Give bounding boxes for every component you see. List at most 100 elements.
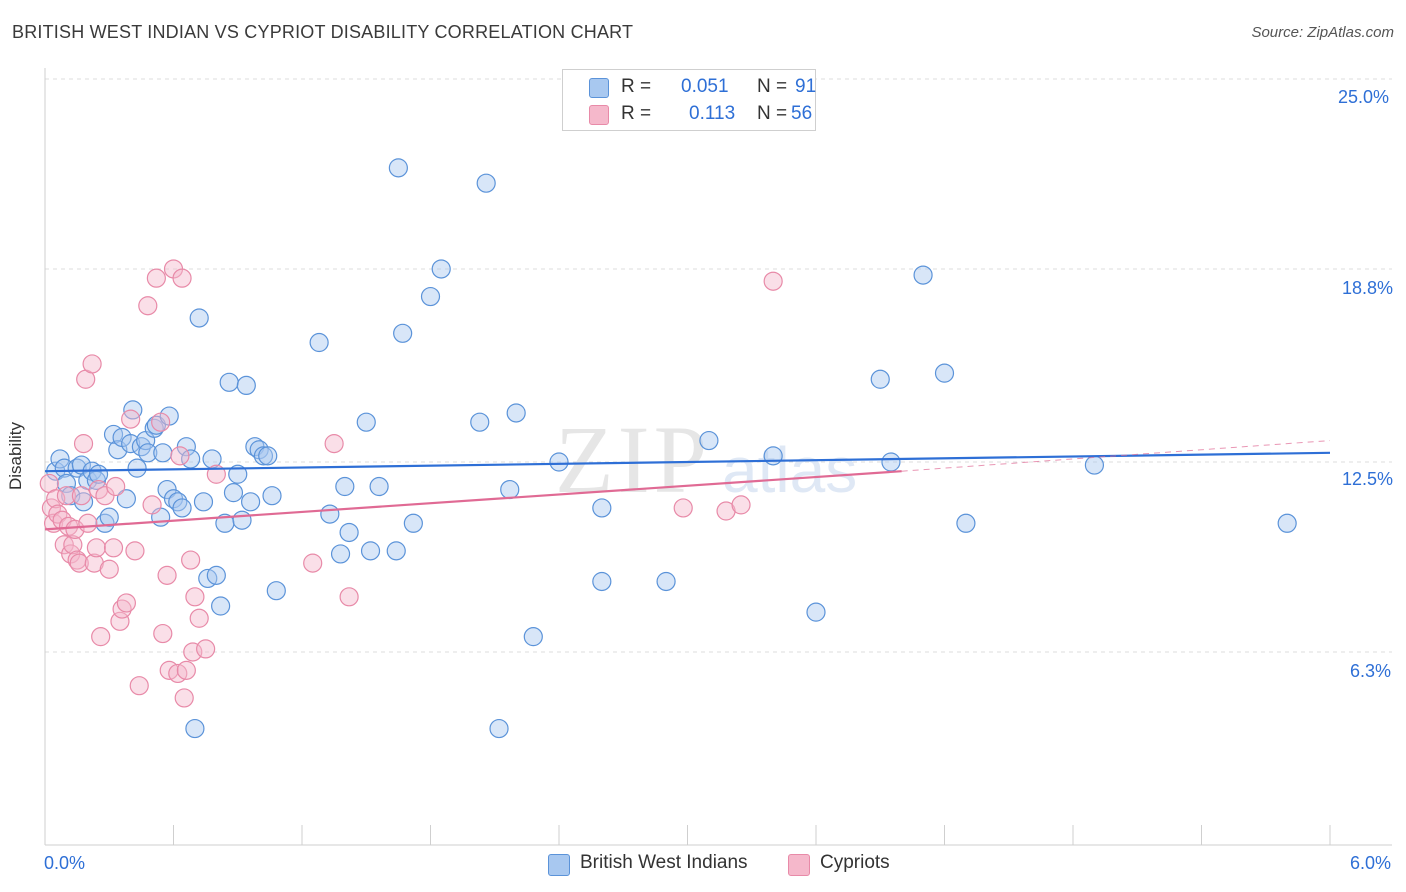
legend-n-label: N =: [757, 76, 788, 97]
point-cypriots: [731, 495, 751, 515]
point-british-west-indians: [470, 412, 490, 432]
y-axis-label: Disability: [6, 421, 25, 490]
point-cypriots: [174, 688, 194, 708]
point-cypriots: [151, 412, 171, 432]
point-cypriots: [106, 476, 126, 497]
point-british-west-indians: [699, 430, 719, 451]
point-cypriots: [138, 296, 158, 316]
x-tick-label-end: 6.0%: [1350, 853, 1392, 873]
point-cypriots: [78, 513, 98, 533]
legend-n-label: N =: [757, 103, 788, 124]
correlation-legend: R = 0.051 N = 91 R = 0.113 N = 56: [562, 69, 816, 131]
point-british-west-indians: [241, 492, 261, 512]
point-cypriots: [86, 538, 107, 558]
point-cypriots: [46, 489, 66, 509]
legend-r-label: R =: [621, 76, 652, 97]
x-tick-label-start: 0.0%: [44, 853, 86, 873]
point-british-west-indians: [330, 544, 351, 564]
point-british-west-indians: [172, 498, 192, 518]
point-cypriots: [181, 550, 201, 570]
grid-lines: [45, 78, 1392, 653]
point-british-west-indians: [506, 403, 526, 423]
legend-r-value: 0.051: [681, 76, 729, 97]
point-british-west-indians: [99, 507, 119, 527]
point-british-west-indians: [223, 483, 244, 503]
point-british-west-indians: [236, 375, 256, 395]
point-cypriots: [56, 486, 77, 506]
point-british-west-indians: [50, 449, 70, 469]
point-british-west-indians: [420, 286, 441, 307]
point-british-west-indians: [116, 489, 136, 509]
point-cypriots: [116, 593, 136, 613]
point-british-west-indians: [881, 452, 901, 472]
point-british-west-indians: [309, 332, 329, 353]
y-tick-label-18-8: 18.8%: [1342, 278, 1394, 298]
chart-source: Source: ZipAtlas.com: [1251, 24, 1394, 41]
trend-line-cypriots-extension: [901, 440, 1331, 472]
point-cypriots: [303, 553, 323, 573]
point-british-west-indians: [393, 323, 413, 343]
point-british-west-indians: [189, 308, 209, 328]
point-british-west-indians: [121, 434, 141, 454]
point-british-west-indians: [228, 464, 248, 484]
point-cypriots: [99, 559, 119, 579]
point-british-west-indians: [489, 718, 509, 739]
point-british-west-indians: [763, 446, 783, 466]
point-british-west-indians: [262, 486, 282, 506]
point-british-west-indians: [656, 571, 676, 592]
legend-label: Cypriots: [820, 852, 890, 873]
point-british-west-indians: [219, 372, 239, 392]
point-cypriots: [170, 446, 190, 466]
point-british-west-indians: [806, 602, 826, 622]
point-cypriots: [189, 608, 209, 628]
y-tick-label-25: 25.0%: [1338, 87, 1390, 107]
watermark-atlas: atlas: [722, 434, 857, 506]
trend-lines: [44, 440, 1331, 531]
point-cypriots: [110, 611, 130, 631]
point-cypriots: [91, 627, 111, 647]
trend-line-cypriots: [44, 470, 902, 531]
point-cypriots: [63, 535, 83, 555]
point-british-west-indians: [211, 596, 231, 616]
legend-swatch-blue: [589, 78, 609, 98]
point-cypriots: [176, 660, 196, 680]
legend-r-value: 0.113: [689, 103, 736, 124]
point-british-west-indians: [185, 718, 205, 739]
point-british-west-indians: [956, 513, 976, 533]
point-british-west-indians: [253, 446, 274, 466]
point-british-west-indians: [870, 369, 890, 389]
point-british-west-indians: [232, 510, 252, 530]
point-cypriots: [146, 268, 166, 288]
point-british-west-indians: [592, 498, 612, 518]
series-legend: British West Indians Cypriots: [0, 852, 1406, 876]
chart-title: BRITISH WEST INDIAN VS CYPRIOT DISABILIT…: [12, 22, 634, 42]
point-british-west-indians: [386, 541, 406, 561]
legend-label: British West Indians: [580, 852, 748, 873]
legend-n-value: 91: [795, 76, 817, 97]
point-british-west-indians: [360, 541, 381, 561]
legend-swatch-blue: [548, 854, 570, 876]
point-cypriots: [324, 434, 344, 454]
point-british-west-indians: [320, 504, 340, 524]
point-cypriots: [103, 538, 124, 558]
point-british-west-indians: [388, 158, 408, 178]
watermark-zip: ZIP: [555, 406, 711, 513]
point-british-west-indians: [193, 492, 214, 512]
data-points: [39, 158, 1297, 739]
point-british-west-indians: [913, 265, 933, 285]
point-british-west-indians: [181, 449, 201, 469]
point-british-west-indians: [549, 452, 569, 472]
point-british-west-indians: [258, 446, 278, 466]
legend-n-value: 56: [791, 103, 813, 124]
point-british-west-indians: [127, 458, 147, 478]
point-british-west-indians: [1084, 455, 1105, 475]
point-cypriots: [129, 676, 149, 696]
point-british-west-indians: [335, 476, 355, 497]
point-british-west-indians: [1277, 513, 1297, 533]
y-tick-label-12-5: 12.5%: [1342, 469, 1394, 489]
point-british-west-indians: [153, 443, 173, 463]
point-cypriots: [185, 587, 205, 607]
point-british-west-indians: [369, 476, 389, 497]
point-cypriots: [673, 498, 693, 518]
